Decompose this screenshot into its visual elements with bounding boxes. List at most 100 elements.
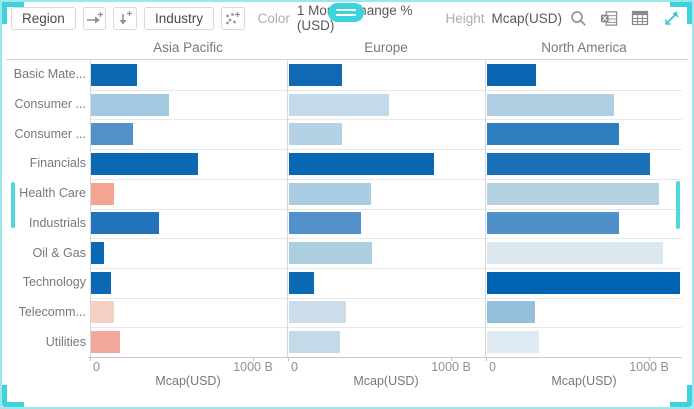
row-separator — [90, 327, 682, 328]
bar[interactable] — [487, 242, 663, 264]
panel-separator — [287, 59, 288, 357]
bar[interactable] — [289, 301, 346, 323]
x-tick-label: 1000 B — [233, 360, 273, 374]
add-scatter-breakdown-button[interactable] — [221, 6, 245, 30]
axis-tick-1000b — [649, 357, 650, 361]
bar[interactable] — [289, 212, 361, 234]
bar[interactable] — [91, 272, 111, 294]
axis-tick-zero — [90, 357, 91, 361]
axis-tick-zero — [288, 357, 289, 361]
arrow-right-plus-icon — [87, 11, 104, 23]
category-label: Financials — [29, 156, 86, 170]
bar[interactable] — [91, 301, 114, 323]
axis-tick-zero — [486, 357, 487, 361]
excel-export-icon: X — [600, 10, 618, 26]
category-label: Technology — [22, 275, 86, 289]
region-breakdown-button[interactable]: Region — [11, 6, 76, 30]
bar[interactable] — [289, 331, 340, 353]
search-button[interactable] — [569, 9, 587, 27]
row-separator — [90, 90, 682, 91]
table-icon — [631, 10, 649, 26]
bar[interactable] — [91, 183, 114, 205]
height-variable-value[interactable]: Mcap(USD) — [491, 10, 562, 26]
arrow-down-plus-icon — [119, 11, 132, 25]
table-view-button[interactable] — [631, 9, 649, 27]
bar[interactable] — [91, 123, 133, 145]
row-separator — [90, 298, 682, 299]
x-tick-label: 0 — [93, 360, 100, 374]
selection-corner-top-left[interactable] — [2, 2, 24, 24]
focus-marker-left — [11, 182, 15, 228]
axis-tick-1000b — [253, 357, 254, 361]
color-label: Color — [257, 10, 290, 26]
bar[interactable] — [91, 331, 120, 353]
category-label: Basic Mate... — [13, 67, 86, 81]
excel-export-button[interactable]: X — [600, 9, 618, 27]
category-label: Industrials — [29, 216, 86, 230]
row-separator — [90, 268, 682, 269]
selection-corner-top-right[interactable] — [670, 2, 692, 24]
bar[interactable] — [487, 212, 619, 234]
bar[interactable] — [487, 153, 650, 175]
industry-breakdown-button[interactable]: Industry — [144, 6, 215, 30]
search-icon — [570, 10, 586, 26]
toolbar-right-icons: X — [569, 9, 680, 27]
bar[interactable] — [91, 212, 159, 234]
widget-menu-handle-icon[interactable] — [328, 3, 364, 22]
row-separator — [90, 119, 682, 120]
x-tick-label: 1000 B — [431, 360, 471, 374]
bar[interactable] — [289, 183, 371, 205]
row-separator — [90, 209, 682, 210]
bar[interactable] — [487, 272, 680, 294]
toolbar: Region Industry — [2, 2, 692, 34]
panel-separator — [485, 59, 486, 357]
add-breakdown-button[interactable] — [82, 6, 107, 30]
category-label: Oil & Gas — [32, 246, 87, 260]
bar[interactable] — [487, 301, 535, 323]
row-separator — [90, 149, 682, 150]
axis-tick-1000b — [451, 357, 452, 361]
bar[interactable] — [289, 272, 314, 294]
panel-separator — [90, 59, 91, 357]
bar[interactable] — [487, 64, 536, 86]
row-separator — [90, 238, 682, 239]
category-label: Health Care — [19, 186, 86, 200]
focus-marker-right — [676, 181, 680, 229]
height-label: Height — [445, 10, 485, 26]
svg-text:X: X — [602, 14, 607, 22]
x-tick-label: 0 — [489, 360, 496, 374]
bar[interactable] — [289, 94, 389, 116]
x-axis-title: Mcap(USD) — [155, 374, 221, 388]
bar[interactable] — [289, 123, 342, 145]
bar[interactable] — [289, 153, 434, 175]
category-label: Utilities — [45, 335, 86, 349]
bar[interactable] — [91, 94, 169, 116]
panel-header: North America — [541, 40, 627, 55]
bar[interactable] — [487, 123, 619, 145]
row-separator — [90, 179, 682, 180]
bar[interactable] — [289, 242, 372, 264]
add-drilldown-button[interactable] — [113, 6, 137, 30]
x-axis-title: Mcap(USD) — [551, 374, 617, 388]
bar[interactable] — [487, 183, 659, 205]
bar[interactable] — [487, 331, 539, 353]
selection-corner-bottom-right[interactable] — [670, 385, 692, 407]
bar[interactable] — [91, 153, 198, 175]
x-tick-label: 0 — [291, 360, 298, 374]
panel-header: Europe — [364, 40, 408, 55]
plot-top-border — [6, 59, 688, 60]
bar[interactable] — [487, 94, 614, 116]
bar[interactable] — [91, 64, 137, 86]
bar[interactable] — [289, 64, 342, 86]
maximize-button[interactable] — [662, 9, 680, 27]
expand-icon — [664, 11, 678, 25]
category-label: Consumer ... — [14, 127, 86, 141]
x-axis-title: Mcap(USD) — [353, 374, 419, 388]
panel-header: Asia Pacific — [153, 40, 223, 55]
x-axis-line — [88, 357, 682, 358]
selection-corner-bottom-left[interactable] — [2, 385, 24, 407]
scatter-dots-plus-icon — [226, 11, 241, 24]
bar[interactable] — [91, 242, 104, 264]
